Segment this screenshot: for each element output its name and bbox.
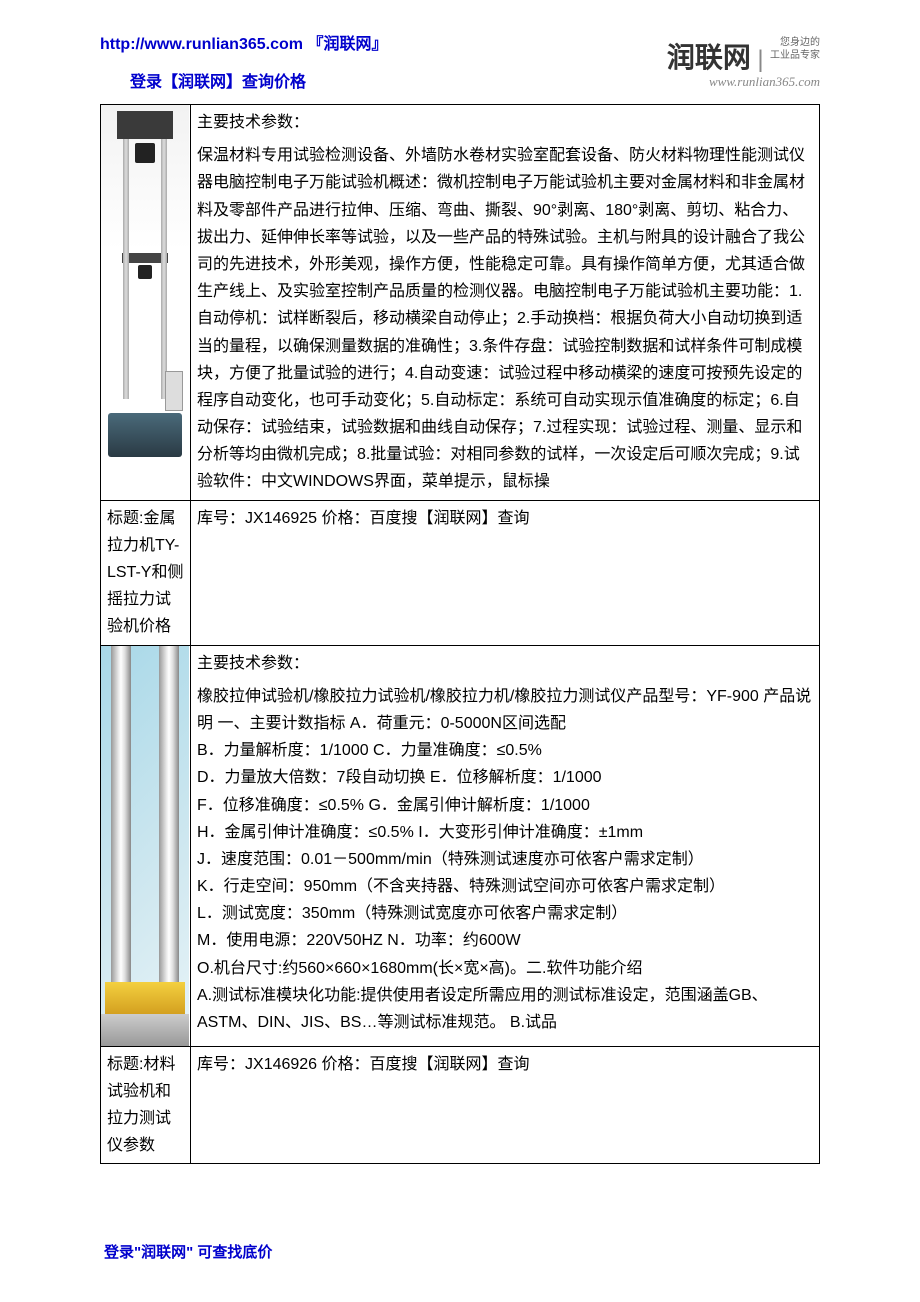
product2-spec-cell: 主要技术参数： 橡胶拉伸试验机/橡胶拉力试验机/橡胶拉力机/橡胶拉力测试仪产品型… [191, 645, 820, 1046]
site-url-link[interactable]: http://www.runlian365.com [100, 36, 303, 53]
product1-sku-value: JX146925 [245, 510, 317, 527]
product2-sku-cell: 库号：JX146926 价格：百度搜【润联网】查询 [191, 1046, 820, 1164]
site-name-suffix: 『润联网』 [307, 36, 387, 53]
product1-image [101, 105, 189, 465]
product2-spec-line-9: A.测试标准模块化功能:提供使用者设定所需应用的测试标准设定，范围涵盖GB、 A… [197, 982, 813, 1036]
product2-title-label: 标题: [107, 1056, 143, 1073]
page-footer-link[interactable]: 登录"润联网" 可查找底价 [104, 1241, 272, 1262]
product1-title-label: 标题: [107, 510, 143, 527]
product1-spec-cell: 主要技术参数： 保温材料专用试验检测设备、外墙防水卷材实验室配套设备、防火材料物… [191, 105, 820, 501]
product2-title-row: 标题:材料试验机和拉力测试仪参数 库号：JX146926 价格：百度搜【润联网】… [101, 1046, 820, 1164]
product2-title-cell: 标题:材料试验机和拉力测试仪参数 [101, 1046, 191, 1164]
product1-title-row: 标题:金属拉力机TY-LST-Y和侧摇拉力试验机价格 库号：JX146925 价… [101, 500, 820, 645]
product2-image [101, 646, 189, 1046]
product2-spec-line-3: H．金属引伸计准确度：≤0.5% I．大变形引伸计准确度：±1mm [197, 819, 813, 846]
logo-slogan-line1: 您身边的 [780, 37, 820, 48]
page-header: http://www.runlian365.com 『润联网』 登录【润联网】查… [100, 30, 820, 92]
product1-spec-label: 主要技术参数： [197, 109, 813, 136]
logo-separator: | [757, 46, 763, 73]
product1-spec-body: 保温材料专用试验检测设备、外墙防水卷材实验室配套设备、防火材料物理性能测试仪器电… [197, 147, 805, 490]
product1-image-cell [101, 105, 191, 501]
site-logo: 润联网 | 您身边的 工业品专家 www.runlian365.com [667, 30, 820, 90]
product2-spec-label: 主要技术参数： [197, 650, 813, 677]
logo-text: 润联网 [667, 36, 751, 76]
product1-sku-label: 库号： [197, 510, 245, 527]
header-url-line: http://www.runlian365.com 『润联网』 [100, 30, 387, 54]
product1-sku-cell: 库号：JX146925 价格：百度搜【润联网】查询 [191, 500, 820, 645]
product2-spec-intro: 橡胶拉伸试验机/橡胶拉力试验机/橡胶拉力机/橡胶拉力测试仪产品型号：YF-900… [197, 683, 813, 737]
product1-price: 价格：百度搜【润联网】查询 [322, 510, 530, 527]
product1-title-value: 金属拉力机TY-LST-Y和侧摇拉力试验机价格 [107, 510, 183, 636]
product2-spec-row: 主要技术参数： 橡胶拉伸试验机/橡胶拉力试验机/橡胶拉力机/橡胶拉力测试仪产品型… [101, 645, 820, 1046]
logo-slogan-line2: 工业品专家 [770, 50, 820, 61]
product2-spec-line-5: K．行走空间：950mm（不含夹持器、特殊测试空间亦可依客户需求定制） [197, 873, 813, 900]
product2-spec-line-2: F．位移准确度：≤0.5% G．金属引伸计解析度：1/1000 [197, 792, 813, 819]
product2-spec-line-0: B．力量解析度：1/1000 C．力量准确度：≤0.5% [197, 737, 813, 764]
product2-spec-line-6: L．测试宽度：350mm（特殊测试宽度亦可依客户需求定制） [197, 900, 813, 927]
product2-spec-line-8: O.机台尺寸:约560×660×1680mm(长×宽×高)。二.软件功能介绍 [197, 955, 813, 982]
product2-sku-label: 库号： [197, 1056, 245, 1073]
product2-image-cell [101, 645, 191, 1046]
product2-price: 价格：百度搜【润联网】查询 [322, 1056, 530, 1073]
logo-domain: www.runlian365.com [667, 74, 820, 90]
product2-spec-line-7: M．使用电源：220V50HZ N．功率：约600W [197, 927, 813, 954]
page-container: http://www.runlian365.com 『润联网』 登录【润联网】查… [0, 0, 920, 1194]
products-table: 主要技术参数： 保温材料专用试验检测设备、外墙防水卷材实验室配套设备、防火材料物… [100, 104, 820, 1164]
logo-slogan: 您身边的 工业品专家 [770, 36, 820, 62]
product1-spec-row: 主要技术参数： 保温材料专用试验检测设备、外墙防水卷材实验室配套设备、防火材料物… [101, 105, 820, 501]
login-query-link[interactable]: 登录【润联网】查询价格 [130, 68, 387, 92]
product2-spec-line-1: D．力量放大倍数：7段自动切换 E．位移解析度：1/1000 [197, 764, 813, 791]
logo-top-row: 润联网 | 您身边的 工业品专家 [667, 36, 820, 76]
product1-title-cell: 标题:金属拉力机TY-LST-Y和侧摇拉力试验机价格 [101, 500, 191, 645]
header-left: http://www.runlian365.com 『润联网』 登录【润联网】查… [100, 30, 387, 92]
product2-spec-line-4: J．速度范围：0.01－500mm/min（特殊测试速度亦可依客户需求定制） [197, 846, 813, 873]
product2-sku-value: JX146926 [245, 1056, 317, 1073]
